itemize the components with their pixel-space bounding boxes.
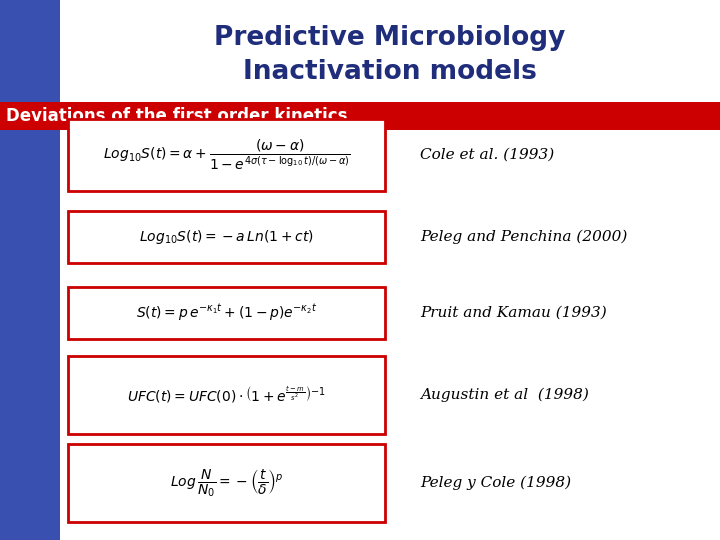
Text: Peleg and Penchina (2000): Peleg and Penchina (2000)	[420, 230, 627, 244]
Bar	[68, 211, 385, 263]
Text: Deviations of the first order kinetics: Deviations of the first order kinetics	[6, 107, 348, 125]
Bar	[68, 287, 385, 339]
Text: $S(t) = p\,e^{-\kappa_1 t} + \left(1-p\right)e^{-\kappa_2 t}$: $S(t) = p\,e^{-\kappa_1 t} + \left(1-p\r…	[136, 303, 318, 323]
Text: $UFC(t) = UFC(0) \cdot \left(1 + e^{\frac{t-m}{s^2}}\right)^{-1}$: $UFC(t) = UFC(0) \cdot \left(1 + e^{\fra…	[127, 384, 326, 406]
Text: $Log_{10}S(t) = \alpha + \dfrac{(\omega - \alpha)}{1 - e^{4\sigma(\tau - \log_{1: $Log_{10}S(t) = \alpha + \dfrac{(\omega …	[103, 138, 351, 172]
Text: $Log_{10}S(t) = -a\,Ln\left(1 + ct\right)$: $Log_{10}S(t) = -a\,Ln\left(1 + ct\right…	[139, 228, 314, 246]
Bar	[0, 0, 60, 540]
Text: $Log\,\dfrac{N}{N_0} = -\left(\dfrac{t}{\delta}\right)^{p}$: $Log\,\dfrac{N}{N_0} = -\left(\dfrac{t}{…	[170, 467, 284, 499]
Text: Peleg y Cole (1998): Peleg y Cole (1998)	[420, 476, 571, 490]
Text: Predictive Microbiology: Predictive Microbiology	[215, 25, 566, 51]
Text: Cole et al. (1993): Cole et al. (1993)	[420, 148, 554, 162]
Bar	[68, 119, 385, 191]
Text: Inactivation models: Inactivation models	[243, 59, 537, 85]
Text: Augustin et al  (1998): Augustin et al (1998)	[420, 388, 589, 402]
Bar	[68, 356, 385, 434]
Text: Pruit and Kamau (1993): Pruit and Kamau (1993)	[420, 306, 607, 320]
Bar	[0, 102, 720, 130]
Bar	[68, 444, 385, 522]
